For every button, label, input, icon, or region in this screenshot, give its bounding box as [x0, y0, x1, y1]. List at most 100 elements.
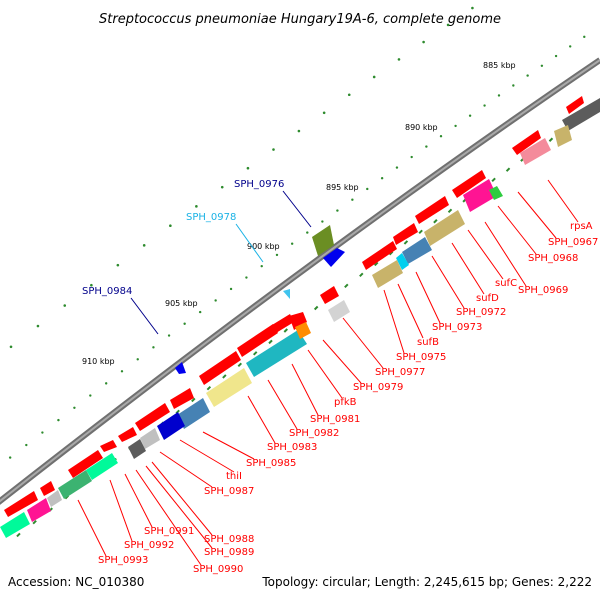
gene-box-SPH_0967-pink[interactable] — [520, 138, 551, 165]
gene-box-SPH_0969[interactable] — [463, 179, 497, 212]
leader-line — [267, 379, 298, 430]
leader-line — [517, 191, 557, 239]
gc-dot — [104, 382, 108, 385]
leader-line — [415, 271, 441, 324]
gene-label-outer[interactable]: SPH_0978 — [186, 212, 236, 223]
gene-SPH_0984[interactable] — [175, 362, 186, 374]
gc-dot — [410, 155, 413, 159]
leader-line — [202, 431, 255, 460]
gene-label-inner[interactable]: SPH_0989 — [204, 547, 254, 558]
gene-box-SPH_0983[interactable] — [206, 368, 252, 407]
tick-mark — [418, 229, 423, 235]
gene-label-inner[interactable]: sufC — [495, 278, 517, 289]
tick-mark — [206, 385, 212, 391]
gc-dot — [260, 264, 263, 268]
gene-SPH_0978[interactable] — [283, 289, 290, 299]
gene-label-inner[interactable]: SPH_0992 — [124, 540, 174, 551]
gene-box-SPH_0968[interactable] — [554, 125, 572, 147]
gene-box-SPH_0973[interactable] — [396, 253, 409, 270]
gene-box-SPH_0991[interactable] — [58, 470, 92, 499]
gene-box-SPH_0972[interactable] — [402, 237, 432, 264]
gene-box-rpsA[interactable] — [562, 98, 600, 131]
gene-label-inner[interactable]: SPH_0991 — [144, 526, 194, 537]
gene-SPH_0992[interactable] — [40, 481, 55, 496]
gene-box-SPH_0985b[interactable] — [157, 412, 185, 440]
gene-label-inner[interactable]: rpsA — [570, 221, 593, 232]
gene-box-SPH_0979[interactable] — [246, 330, 307, 377]
gene-SPH_0981[interactable] — [237, 324, 278, 357]
gene-label-inner[interactable]: SPH_0977 — [375, 367, 425, 378]
gc-dot — [152, 346, 155, 349]
outer-dot — [9, 345, 13, 349]
gene-label-inner[interactable]: SPH_0990 — [193, 564, 243, 575]
gene-SPH_0979[interactable] — [272, 314, 294, 333]
gene-SPH_0988[interactable] — [100, 440, 117, 452]
gene-thiI[interactable] — [135, 403, 170, 431]
gene-label-inner[interactable]: SPH_0972 — [456, 307, 506, 318]
gene-box-SPH_0993[interactable] — [27, 498, 51, 522]
outer-dot — [297, 129, 301, 133]
gene-box-SPH_0992[interactable] — [47, 490, 62, 507]
gene-pfkB[interactable] — [289, 312, 307, 330]
gene-box-sufC[interactable] — [489, 186, 503, 200]
map-title: Streptococcus pneumoniae Hungary19A-6, c… — [99, 12, 501, 27]
gene-SPH_0987[interactable] — [118, 427, 137, 442]
gene-label-inner[interactable]: SPH_0975 — [396, 352, 446, 363]
gene-label-inner[interactable]: SPH_0988 — [204, 534, 254, 545]
gene-SPH_0993[interactable] — [4, 491, 38, 517]
gene-label-outer[interactable]: SPH_0976 — [234, 179, 284, 190]
gc-dot — [73, 406, 76, 409]
gene-sufD[interactable] — [362, 241, 397, 270]
gene-box-SPH_0975[interactable] — [328, 300, 350, 322]
gene-label-inner[interactable]: sufB — [417, 337, 439, 348]
gene-SPH_0982[interactable] — [199, 351, 241, 385]
gene-SPH_0985[interactable] — [170, 388, 194, 409]
gene-SPH_0976-arrow[interactable] — [323, 248, 345, 267]
gene-sufC[interactable] — [393, 223, 418, 245]
gc-dot — [245, 276, 248, 279]
gc-dot — [25, 443, 28, 447]
tick-mark — [344, 283, 349, 289]
gene-box-SPH_0993b[interactable] — [0, 512, 30, 538]
gene-label-inner[interactable]: SPH_0993 — [98, 555, 148, 566]
leader-line — [342, 317, 384, 369]
gene-label-inner[interactable]: SPH_0968 — [528, 253, 578, 264]
gene-label-outer[interactable]: SPH_0984 — [82, 286, 132, 297]
leader-line — [467, 229, 504, 280]
gene-label-inner[interactable]: SPH_0987 — [204, 486, 254, 497]
gene-label-inner[interactable]: SPH_0969 — [518, 285, 568, 296]
gene-label-inner[interactable]: SPH_0982 — [289, 428, 339, 439]
gene-SPH_0969[interactable] — [415, 196, 449, 224]
gene-label-inner[interactable]: pfkB — [334, 397, 357, 408]
gene-box-pfkB[interactable] — [295, 322, 311, 339]
gene-box-SPH_0990[interactable] — [86, 453, 118, 480]
tick-mark — [283, 328, 288, 333]
tick-label: 910 kbp — [82, 357, 115, 366]
gene-SPH_0991[interactable] — [68, 450, 103, 478]
gene-label-inner[interactable]: thiI — [226, 471, 242, 482]
gc-dot — [120, 370, 124, 373]
gene-box-sufD[interactable] — [424, 210, 465, 246]
gene-box-SPH_0987[interactable] — [140, 428, 160, 449]
gene-label-inner[interactable]: sufD — [476, 293, 499, 304]
gene-label-inner[interactable]: SPH_0981 — [310, 414, 360, 425]
gc-dot — [57, 418, 60, 422]
gene-SPH_0977[interactable] — [320, 286, 339, 304]
gene-rpsA[interactable] — [566, 96, 584, 114]
gene-label-inner[interactable]: SPH_0979 — [353, 382, 403, 393]
gene-box-sufB[interactable] — [372, 260, 403, 288]
gene-label-inner[interactable]: SPH_0983 — [267, 442, 317, 453]
gene-box-SPH_0988[interactable] — [128, 439, 146, 459]
gene-label-inner[interactable]: SPH_0985 — [246, 458, 296, 469]
gene-SPH_0968[interactable] — [452, 170, 486, 198]
outer-dot — [142, 244, 146, 247]
gene-label-inner[interactable]: SPH_0967 — [548, 237, 598, 248]
tick-mark — [222, 374, 227, 379]
gene-SPH_0967[interactable] — [512, 130, 541, 155]
gene-SPH_0976[interactable] — [312, 225, 334, 256]
gene-label-inner[interactable]: SPH_0973 — [432, 322, 482, 333]
tick-mark — [433, 219, 438, 224]
gene-box-SPH_0985[interactable] — [177, 398, 210, 429]
tick-mark — [16, 532, 21, 538]
gc-dot — [497, 94, 501, 97]
